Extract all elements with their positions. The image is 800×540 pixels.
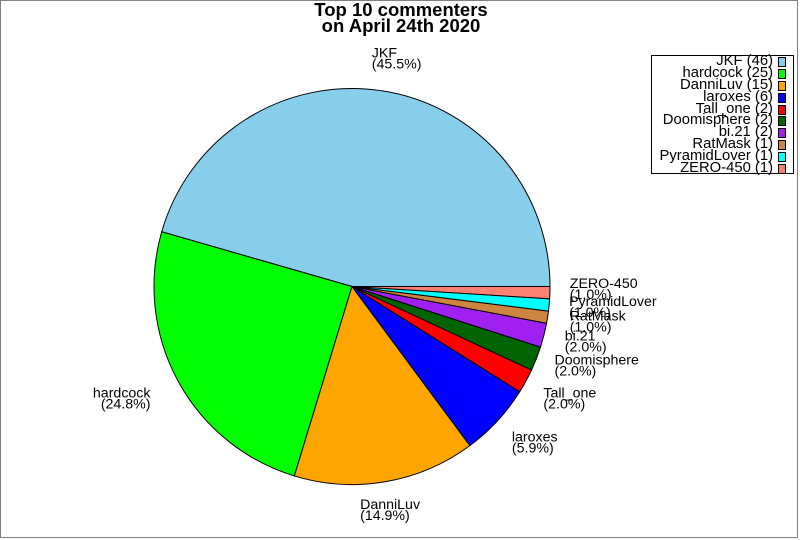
svg-text:(2.0%): (2.0%) <box>543 397 585 413</box>
svg-text:(2.0%): (2.0%) <box>555 364 597 380</box>
svg-text:(1.0%): (1.0%) <box>569 305 611 321</box>
svg-text:(1.0%): (1.0%) <box>570 319 612 335</box>
svg-text:(5.9%): (5.9%) <box>512 440 554 456</box>
svg-text:(2.0%): (2.0%) <box>565 340 607 356</box>
svg-text:(1.0%): (1.0%) <box>570 287 612 303</box>
svg-text:(24.8%): (24.8%) <box>101 396 151 412</box>
svg-text:(45.5%): (45.5%) <box>372 56 422 72</box>
svg-text:(14.9%): (14.9%) <box>360 508 410 524</box>
